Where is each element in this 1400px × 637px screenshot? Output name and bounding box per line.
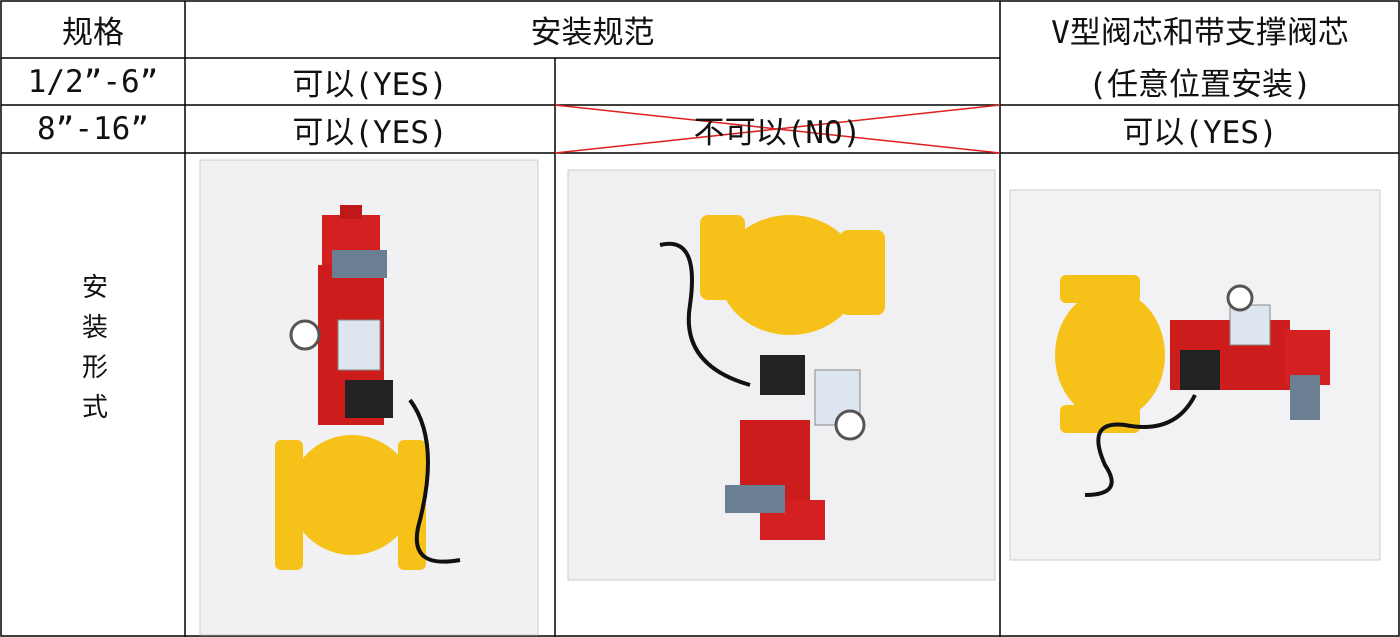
size-cell: 8”-16” bbox=[37, 111, 149, 147]
size-cell: 1/2”-6” bbox=[27, 63, 159, 100]
cell: 可以(YES) bbox=[1122, 114, 1278, 151]
header-cell: V型阀芯和带支撑阀芯 bbox=[1051, 15, 1349, 51]
cross-mark bbox=[554, 104, 1001, 154]
header-cell: 安装规范 bbox=[530, 15, 655, 51]
header-cell: 规格 bbox=[62, 15, 124, 51]
row-label: 安装形式 bbox=[77, 273, 108, 433]
cell: 可以(YES) bbox=[292, 114, 448, 151]
cell: 可以(YES) bbox=[292, 67, 448, 103]
header-note: (任意位置安装) bbox=[1088, 67, 1312, 103]
photo-horizontal bbox=[1009, 189, 1381, 561]
cell: 不可以(NO) bbox=[693, 114, 862, 151]
photo-inverted bbox=[567, 169, 996, 581]
photo-vertical bbox=[199, 159, 539, 636]
